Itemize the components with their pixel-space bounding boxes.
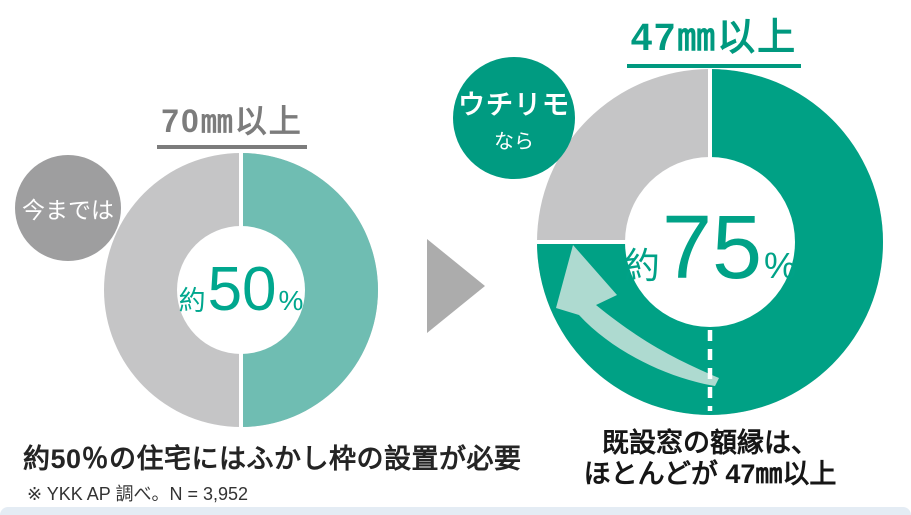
- right-center-unit: %: [764, 245, 797, 286]
- right-donut-hole: [625, 157, 795, 327]
- bottom-section-edge: [0, 507, 911, 515]
- left-center-unit: %: [278, 285, 304, 316]
- left-center-prefix: 約: [178, 286, 206, 316]
- left-chart-title: 70㎜以上: [82, 96, 382, 149]
- uchirimo-condition-badge: ウチリモ なら: [453, 57, 575, 179]
- left-chart-title-text: 70㎜以上: [157, 96, 307, 149]
- transition-triangle-icon: [427, 239, 485, 333]
- uchirimo-badge-label-line1: ウチリモ: [458, 89, 570, 120]
- left-chart-caption: 約50％の住宅にはふかし枠の設置が必要: [23, 444, 522, 474]
- right-center-prefix: 約: [623, 245, 660, 286]
- left-donut-chart: [104, 151, 378, 429]
- before-condition-badge-label: 今までは: [22, 197, 114, 223]
- right-chart-title-text: 47㎜以上: [626, 6, 802, 68]
- left-donut-active-slice: [241, 153, 378, 427]
- uchirimo-badge-label-line2: なら: [494, 130, 534, 153]
- left-donut-center-value: 約 50 %: [141, 259, 341, 321]
- right-donut-chart: [535, 67, 883, 415]
- right-donut-center-value: 約 75 %: [575, 203, 845, 293]
- right-chart-caption-line2: ほとんどが 47㎜以上: [583, 459, 837, 490]
- growth-arrow-icon: [556, 245, 719, 386]
- right-chart-caption: 既設窓の額縁は、 ほとんどが 47㎜以上: [530, 428, 890, 491]
- right-chart-caption-line1: 既設窓の額縁は、: [602, 428, 818, 458]
- left-donut-hole: [177, 226, 305, 354]
- right-center-value: 75: [661, 198, 763, 298]
- left-center-value: 50: [207, 255, 277, 324]
- before-condition-badge: 今までは: [15, 155, 121, 261]
- right-chart-title: 47㎜以上: [564, 6, 864, 68]
- source-footnote: ※ YKK AP 調べ。N = 3,952: [27, 484, 249, 504]
